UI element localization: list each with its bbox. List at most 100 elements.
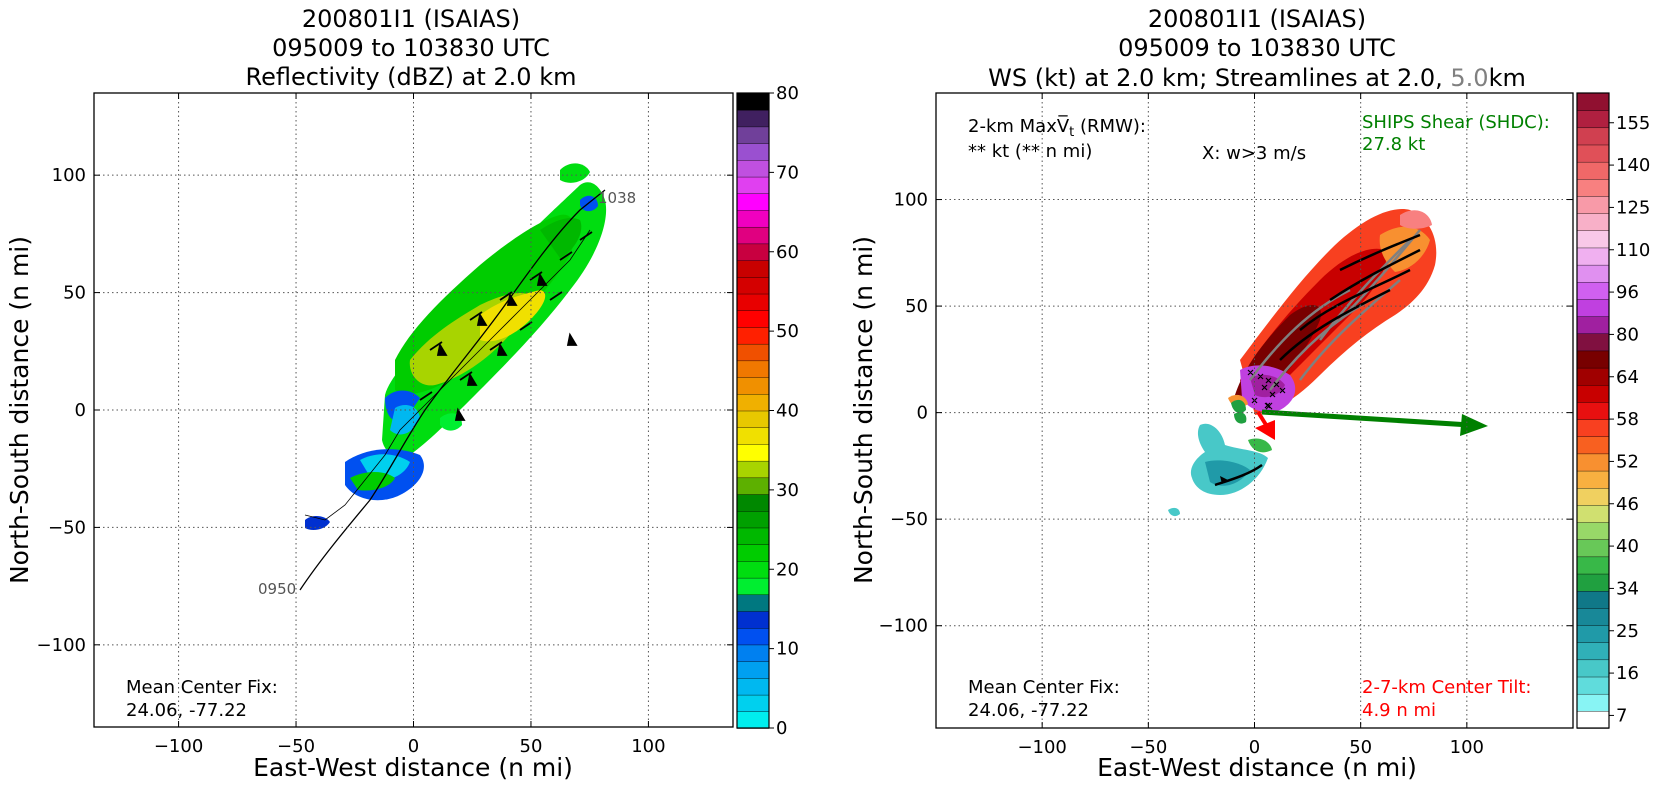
- colorbar-tick-label: 10: [776, 639, 799, 660]
- colorbar-segment: [1576, 659, 1610, 678]
- tilt-vector-arrow: [1255, 410, 1275, 440]
- colorbar-segment: [736, 193, 770, 211]
- y-tick-label: −50: [48, 517, 86, 538]
- colorbar-tick-label: 80: [1616, 324, 1639, 345]
- colorbar-segment: [1576, 624, 1610, 643]
- panel1-x-ticks: −100 −50 0 50 100: [154, 93, 666, 757]
- panel2-xlabel: East-West distance (n mi): [1097, 753, 1417, 782]
- colorbar-tick-label: 125: [1616, 197, 1650, 218]
- colorbar-segment: [736, 443, 770, 462]
- panel1-grid: [94, 93, 733, 727]
- colorbar-segment: [736, 610, 770, 629]
- maxvt-value: ** kt (** n mi): [968, 141, 1092, 162]
- colorbar-segment: [736, 493, 770, 512]
- colorbar-segment: [1576, 693, 1610, 712]
- colorbar-segment: [736, 644, 770, 662]
- colorbar-segment: [1576, 521, 1610, 540]
- colorbar-segment: [736, 694, 770, 712]
- colorbar-tick-label: 0: [776, 718, 787, 739]
- colorbar-segment: [1576, 470, 1610, 489]
- colorbar-tick-label: 155: [1616, 113, 1650, 134]
- track-start-label: 0950: [258, 580, 296, 598]
- y-tick-label: 100: [52, 165, 86, 186]
- y-tick-label: 50: [63, 283, 86, 304]
- colorbar-segment: [736, 560, 770, 579]
- colorbar-tick-label: 20: [776, 559, 799, 580]
- streamlines: [1214, 229, 1421, 487]
- colorbar-segment: [736, 276, 770, 295]
- x-tick-label: 50: [520, 736, 543, 757]
- colorbar-segment: [736, 543, 770, 562]
- colorbar-tick-label: 34: [1616, 578, 1639, 599]
- colorbar-segment: [1576, 607, 1610, 626]
- x-tick-label: −100: [1017, 737, 1066, 758]
- colorbar-segment: [736, 209, 770, 228]
- colorbar-segment: [1576, 161, 1610, 180]
- panel1-title-line3: Reflectivity (dBZ) at 2.0 km: [246, 63, 577, 91]
- colorbar-segment: [1576, 504, 1610, 523]
- colorbar-segment: [736, 142, 770, 161]
- colorbar-segment: [736, 126, 770, 144]
- panel1-colorbar-ticks: 0 10 20 30 40 50 60 70 80: [769, 83, 799, 739]
- colorbar-segment: [1576, 556, 1610, 575]
- track-end-label: 1038: [598, 189, 636, 207]
- panel2-title-line3: WS (kt) at 2.0 km; Streamlines at 2.0, 5…: [988, 64, 1526, 92]
- colorbar-segment: [1576, 401, 1610, 420]
- colorbar-tick-label: 25: [1616, 621, 1639, 642]
- colorbar-segment: [1576, 195, 1610, 214]
- panel2-colorbar-frame: [1576, 92, 1610, 729]
- colorbar-segment: [736, 410, 770, 428]
- colorbar-segment: [1576, 247, 1610, 266]
- colorbar-segment: [736, 527, 770, 545]
- panel-wind-speed: 200801I1 (ISAIAS) 095009 to 103830 UTC W…: [849, 5, 1650, 782]
- panel2-center-fix-value: 24.06, -77.22: [968, 700, 1089, 721]
- colorbar-segment: [736, 343, 770, 362]
- tilt-value: 4.9 n mi: [1362, 700, 1436, 721]
- panel1-title-line1: 200801I1 (ISAIAS): [302, 5, 520, 33]
- colorbar-tick-label: 64: [1616, 367, 1639, 388]
- x-tick-label: 0: [1249, 737, 1260, 758]
- colorbar-segment: [1576, 590, 1610, 609]
- colorbar-segment: [736, 510, 770, 529]
- y-tick-label: 0: [75, 400, 86, 421]
- colorbar-tick-label: 16: [1616, 663, 1639, 684]
- maxvt-rmw: (RMW):: [1074, 116, 1146, 137]
- colorbar-segment: [1576, 676, 1610, 695]
- colorbar-tick-label: 52: [1616, 451, 1639, 472]
- colorbar-segment: [736, 310, 770, 328]
- colorbar-segment: [736, 159, 770, 178]
- panel2-colorbar-ticks: 7 16 25 34 40 46 52 58 64 80 96 110 125 140 155: [1609, 113, 1650, 726]
- y-tick-label: −50: [890, 509, 928, 530]
- colorbar-segment: [736, 477, 770, 495]
- colorbar-segment: [1576, 350, 1610, 369]
- x-tick-label: 50: [1349, 737, 1372, 758]
- flight-track: [299, 189, 606, 591]
- panel2-title-line3-main: WS (kt) at 2.0 km; Streamlines at 2.0,: [988, 64, 1450, 92]
- colorbar-segment: [1576, 367, 1610, 386]
- x-tick-label: −50: [1129, 737, 1167, 758]
- colorbar-tick-label: 40: [776, 401, 799, 422]
- panel1-center-fix-label: Mean Center Fix:: [126, 677, 278, 698]
- colorbar-segment: [736, 393, 770, 412]
- colorbar-segment: [736, 360, 770, 378]
- x-tick-label: −100: [154, 736, 203, 757]
- panel-reflectivity: 200801I1 (ISAIAS) 095009 to 103830 UTC R…: [5, 5, 799, 782]
- colorbar-segment: [736, 293, 770, 311]
- colorbar-segment: [1576, 487, 1610, 506]
- shear-label: SHIPS Shear (SHDC):: [1362, 112, 1550, 133]
- colorbar-segment: [736, 677, 770, 696]
- panel1-colorbar: [736, 92, 770, 729]
- colorbar-tick-label: 110: [1616, 240, 1650, 261]
- y-tick-label: 50: [905, 296, 928, 317]
- colorbar-segment: [736, 711, 770, 729]
- colorbar-segment: [736, 109, 770, 128]
- panel1-center-fix-value: 24.06, -77.22: [126, 700, 247, 721]
- colorbar-tick-label: 58: [1616, 409, 1639, 430]
- y-tick-label: 100: [894, 190, 928, 211]
- panel1-xlabel: East-West distance (n mi): [253, 753, 573, 782]
- shear-value: 27.8 kt: [1362, 134, 1425, 155]
- colorbar-segment: [1576, 144, 1610, 163]
- x-tick-label: 0: [408, 736, 419, 757]
- colorbar-tick-label: 40: [1616, 536, 1639, 557]
- colorbar-segment: [1576, 178, 1610, 197]
